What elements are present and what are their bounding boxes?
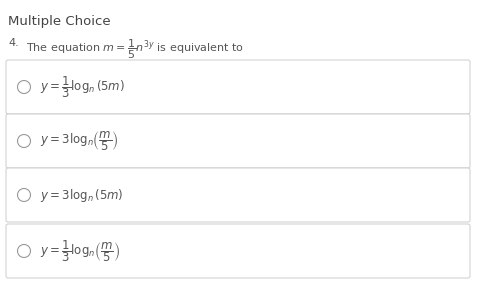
Text: 4.: 4. <box>8 38 19 48</box>
FancyBboxPatch shape <box>6 60 470 114</box>
FancyBboxPatch shape <box>6 114 470 168</box>
Text: $y = \dfrac{1}{3}\log_n(5m)$: $y = \dfrac{1}{3}\log_n(5m)$ <box>40 74 125 100</box>
Circle shape <box>17 81 31 93</box>
FancyBboxPatch shape <box>6 168 470 222</box>
Circle shape <box>17 135 31 148</box>
Text: $y = 3\log_n(5m)$: $y = 3\log_n(5m)$ <box>40 186 123 204</box>
FancyBboxPatch shape <box>6 224 470 278</box>
Text: $y = \dfrac{1}{3}\log_n\!\left(\dfrac{m}{5}\right)$: $y = \dfrac{1}{3}\log_n\!\left(\dfrac{m}… <box>40 238 120 264</box>
Circle shape <box>17 244 31 258</box>
Text: The equation $m = \dfrac{1}{5}n^{3y}$ is equivalent to: The equation $m = \dfrac{1}{5}n^{3y}$ is… <box>26 38 244 61</box>
Circle shape <box>17 188 31 202</box>
Text: $y = 3\log_n\!\left(\dfrac{m}{5}\right)$: $y = 3\log_n\!\left(\dfrac{m}{5}\right)$ <box>40 129 119 153</box>
Text: Multiple Choice: Multiple Choice <box>8 15 110 28</box>
